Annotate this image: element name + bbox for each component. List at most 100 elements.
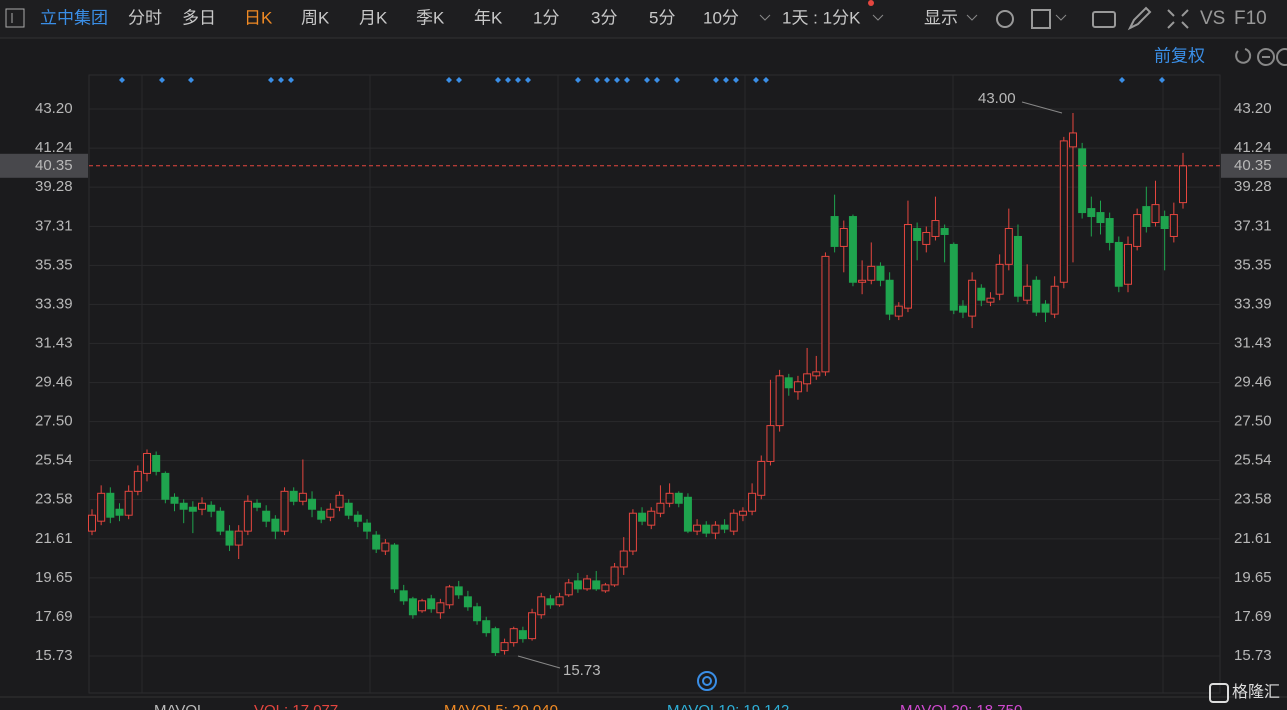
range-select[interactable]: 1天 : 1分K — [782, 8, 861, 27]
event-marker[interactable] — [288, 77, 294, 83]
event-marker[interactable] — [624, 77, 630, 83]
candle-body — [839, 228, 848, 247]
candle-body — [949, 243, 958, 311]
sidebar-toggle[interactable] — [5, 8, 25, 28]
event-marker[interactable] — [515, 77, 521, 83]
y-tick-label-left: 23.58 — [35, 491, 73, 508]
current-price-right: 40.35 — [1234, 157, 1272, 174]
high-leader — [1021, 101, 1063, 114]
event-marker[interactable] — [505, 77, 511, 83]
candle-body — [473, 606, 482, 622]
candle-body — [1151, 204, 1160, 224]
candle-body — [922, 231, 931, 245]
event-marker[interactable] — [604, 77, 610, 83]
display-menu[interactable]: 显示 — [924, 8, 958, 27]
period-tab[interactable]: 周K — [301, 8, 330, 27]
event-marker[interactable] — [723, 77, 729, 83]
event-marker[interactable] — [188, 77, 194, 83]
locate-icon[interactable] — [697, 671, 717, 691]
candle-body — [583, 578, 592, 590]
settings-icon[interactable] — [996, 10, 1014, 28]
candle-body — [903, 224, 912, 309]
period-tab[interactable]: 3分 — [591, 8, 617, 27]
event-marker[interactable] — [733, 77, 739, 83]
period-tab[interactable]: 季K — [416, 8, 445, 27]
candle-body — [986, 297, 995, 303]
locate-icon-inner — [702, 676, 712, 686]
candle-body — [564, 582, 573, 596]
candle-body — [225, 530, 234, 546]
candle-body — [1059, 140, 1068, 283]
event-marker[interactable] — [713, 77, 719, 83]
camera-icon[interactable] — [1092, 11, 1116, 28]
candle-body — [207, 504, 216, 512]
candle-body — [555, 596, 564, 606]
adjust-mode[interactable]: 前复权 — [1154, 46, 1205, 65]
event-marker[interactable] — [594, 77, 600, 83]
event-marker[interactable] — [1159, 77, 1165, 83]
event-marker[interactable] — [278, 77, 284, 83]
y-tick-label-left: 33.39 — [35, 295, 73, 312]
event-marker[interactable] — [268, 77, 274, 83]
y-tick-label-left: 43.20 — [35, 100, 73, 117]
f10-button[interactable]: F10 — [1234, 8, 1267, 29]
candle-body — [757, 460, 766, 496]
candle-body — [106, 492, 115, 518]
event-marker[interactable] — [644, 77, 650, 83]
event-marker[interactable] — [753, 77, 759, 83]
event-marker[interactable] — [614, 77, 620, 83]
current-price-box-left — [0, 153, 88, 178]
event-marker[interactable] — [654, 77, 660, 83]
candle-body — [619, 550, 628, 568]
candle-body — [463, 596, 472, 608]
y-tick-label-right: 37.31 — [1234, 217, 1272, 234]
event-marker[interactable] — [674, 77, 680, 83]
candle-body — [1096, 212, 1105, 224]
event-marker[interactable] — [456, 77, 462, 83]
candle-body — [390, 544, 399, 590]
event-marker[interactable] — [119, 77, 125, 83]
candle-body — [546, 598, 555, 606]
reset-icon[interactable] — [1235, 48, 1252, 64]
candle-body — [601, 584, 610, 592]
zoom-out-icon[interactable] — [1257, 48, 1275, 66]
candle-body — [152, 454, 161, 472]
event-marker[interactable] — [575, 77, 581, 83]
period-tabs: 分时 多日 日K 周K 月K 季K 年K 1分 3分 5分 10分 — [128, 8, 739, 27]
stock-name[interactable]: 立中集团 — [40, 8, 108, 27]
period-tab[interactable]: 月K — [359, 8, 388, 27]
candle-body — [803, 373, 812, 385]
candle-body — [271, 518, 280, 532]
y-tick-label-left: 31.43 — [35, 334, 73, 351]
fullscreen-icon[interactable] — [1167, 9, 1189, 29]
period-tab[interactable]: 5分 — [649, 8, 675, 27]
period-tab[interactable]: 年K — [474, 8, 503, 27]
candle-body — [280, 490, 289, 532]
zoom-in-icon[interactable] — [1276, 48, 1287, 66]
layout-icon[interactable] — [1031, 9, 1051, 29]
event-marker[interactable] — [495, 77, 501, 83]
candle-body — [592, 580, 601, 590]
period-tab[interactable]: 1分 — [533, 8, 559, 27]
event-marker[interactable] — [446, 77, 452, 83]
period-tab[interactable]: 日K — [244, 8, 273, 27]
vs-button[interactable]: VS — [1200, 8, 1225, 29]
period-tab[interactable]: 多日 — [182, 8, 216, 27]
period-tab[interactable]: 10分 — [703, 8, 739, 27]
toolbar — [0, 0, 1287, 38]
candle-body — [372, 534, 381, 550]
draw-icon[interactable] — [1127, 6, 1152, 31]
watermark-logo — [1209, 683, 1229, 703]
candle-body — [858, 279, 867, 283]
candle-body — [931, 220, 940, 237]
candle-body — [445, 586, 454, 606]
period-tab[interactable]: 分时 — [128, 8, 162, 27]
event-marker[interactable] — [763, 77, 769, 83]
candle-body — [179, 502, 188, 510]
more-arrow[interactable] — [759, 14, 771, 21]
candle-body — [894, 305, 903, 317]
event-marker[interactable] — [159, 77, 165, 83]
event-marker[interactable] — [525, 77, 531, 83]
event-marker[interactable] — [1119, 77, 1125, 83]
